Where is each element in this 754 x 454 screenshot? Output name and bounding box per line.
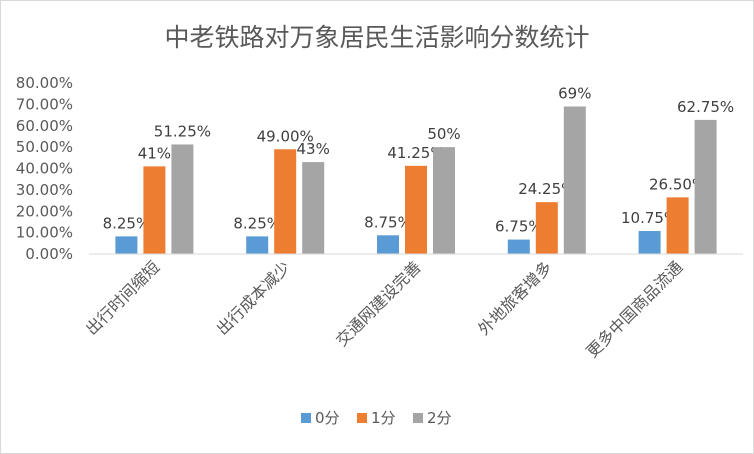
bar-3-3 — [433, 147, 455, 254]
bar-1-4 — [507, 239, 530, 254]
bar-2-2 — [274, 149, 297, 254]
legend-label-2: 1分 — [371, 409, 396, 427]
data-label: 24.25% — [518, 180, 575, 198]
data-label: 69% — [558, 85, 591, 103]
y-tick-label: 0.00% — [25, 245, 73, 263]
data-label: 50% — [427, 125, 460, 143]
data-label: 49.00% — [257, 127, 314, 145]
bar-3-2 — [302, 162, 325, 254]
x-axis: 出行时间缩短 出行成本减少 交通网建设完善 外地旅客增多 更多中国商品流通 — [82, 253, 743, 361]
plot-area: 8.25% 41% 51.25% 8.25% 49.00%43% 8.75% 41.25%5… — [103, 85, 734, 254]
data-label: 6.75% — [495, 218, 543, 236]
x-tick-label: 交通网建设完善 — [332, 257, 425, 350]
bar-2-1 — [143, 166, 166, 254]
bar-1-1 — [115, 236, 138, 254]
y-tick-label: 30.00% — [16, 181, 73, 199]
legend-swatch-3 — [413, 413, 423, 423]
y-axis: 0.00% 10.00% 20.00% 30.00% 40.00% 50.00% 60.00… — [16, 74, 73, 263]
legend: 0分 1分 2分 — [301, 409, 452, 427]
legend-label-1: 0分 — [315, 409, 340, 427]
data-label: 41.25% — [387, 144, 444, 162]
bar-1-5 — [638, 231, 661, 254]
bar-3-4 — [563, 106, 586, 254]
data-label: 8.75% — [364, 213, 412, 231]
bar-1-3 — [377, 235, 399, 254]
y-tick-label: 80.00% — [16, 74, 73, 92]
data-label: 43% — [297, 140, 330, 158]
bar-2-3 — [405, 165, 427, 254]
x-tick-label: 外地旅客增多 — [474, 257, 555, 338]
y-tick-label: 20.00% — [16, 202, 73, 220]
data-label: 26.50% — [649, 175, 706, 193]
data-label: 8.25% — [233, 214, 281, 232]
bar-2-5 — [666, 197, 689, 254]
y-tick-label: 50.00% — [16, 138, 73, 156]
y-tick-label: 60.00% — [16, 117, 73, 135]
bar-2-4 — [535, 202, 558, 254]
legend-swatch-1 — [301, 413, 311, 423]
x-tick-label: 出行成本减少 — [213, 257, 294, 338]
bar-1-2 — [246, 236, 269, 254]
legend-label-3: 2分 — [427, 409, 452, 427]
bar-3-5 — [694, 119, 717, 254]
data-label: 10.75% — [621, 209, 678, 227]
x-tick-label: 更多中国商品流通 — [582, 257, 686, 361]
chart-title: 中老铁路对万象居民生活影响分数统计 — [164, 23, 589, 52]
legend-swatch-2 — [357, 413, 367, 423]
y-tick-label: 70.00% — [16, 95, 73, 113]
y-tick-label: 40.00% — [16, 160, 73, 178]
bar-3-1 — [171, 144, 194, 254]
data-label: 41% — [138, 144, 171, 162]
data-label: 51.25% — [154, 122, 211, 140]
data-label: 8.25% — [103, 214, 151, 232]
y-tick-label: 10.00% — [16, 224, 73, 242]
x-tick-label: 出行时间缩短 — [82, 257, 163, 338]
data-label: 62.75% — [677, 98, 734, 116]
